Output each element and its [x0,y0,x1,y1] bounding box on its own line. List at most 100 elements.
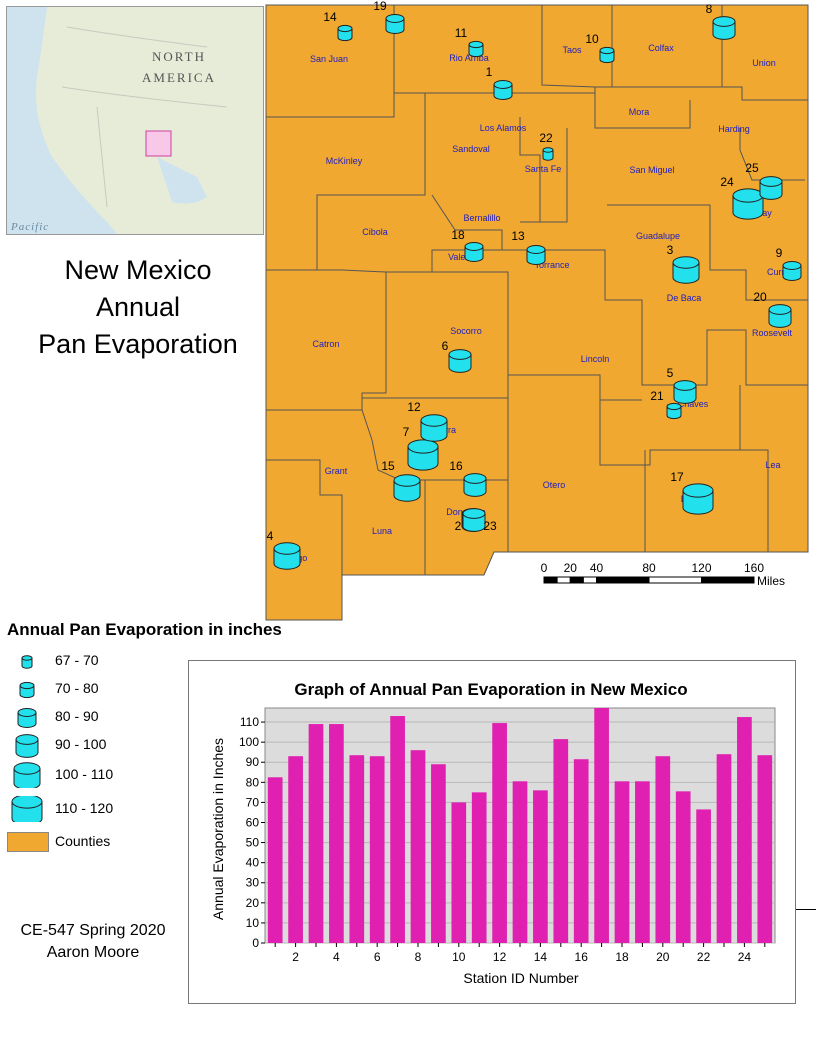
legend: Annual Pan Evaporation in inches 67 - 70… [7,620,337,860]
county-label-otero: Otero [543,480,566,490]
station-symbol-9 [782,261,802,281]
y-tick-label-50: 50 [246,836,260,850]
county-label-union: Union [752,58,776,68]
station-label-10: 10 [585,32,599,46]
station-label-13: 13 [511,229,525,243]
legend-label: 80 - 90 [55,708,99,724]
cylinder-xs-icon [21,655,33,669]
station-symbol-4 [273,542,301,570]
map-title-line1: New Mexico [64,255,212,285]
station-symbol-14 [337,24,353,42]
bar-station-14 [533,790,548,943]
y-tick-label-20: 20 [246,896,260,910]
county-label-luna: Luna [372,526,392,536]
scale-bar-segment [648,576,702,584]
station-symbol-24 [732,188,764,220]
map-title: New Mexico Annual Pan Evaporation [0,252,276,363]
station-label-19: 19 [373,0,387,13]
evaporation-chart: Graph of Annual Pan Evaporation in New M… [188,660,796,1004]
station-label-16: 16 [449,459,463,473]
station-label-17: 17 [670,470,684,484]
separator-line [795,909,816,910]
x-tick-label-22: 22 [697,950,711,964]
station-symbol-15 [393,474,421,502]
y-tick-label-110: 110 [240,715,259,729]
bar-station-8 [410,750,426,943]
bar-station-10 [451,802,467,943]
new-mexico-map: San Juan Rio Arriba Taos Colfax Union Mora Har… [265,0,809,621]
map-title-line2: Annual [95,292,181,322]
station-symbol-17 [682,483,714,515]
legend-title: Annual Pan Evaporation in inches [7,620,282,639]
y-tick-label-60: 60 [246,815,260,829]
bar-station-3 [308,724,324,943]
bars [267,708,773,943]
bar-station-23 [716,754,732,943]
legend-cylinder [15,734,39,758]
x-tick-label-18: 18 [615,950,629,964]
inset-new-mexico-highlight [145,130,172,157]
station-symbol-5 [673,380,697,404]
county-label-los-alamos: Los Alamos [480,123,527,133]
station-label-22: 22 [539,131,553,145]
station-label-25: 25 [745,161,759,175]
station-label-2: 2 [455,519,462,533]
y-tick-labels: 0 10 20 30 40 50 60 70 80 90 100 110 [239,715,265,950]
station-symbol-3 [672,256,700,284]
bar-station-6 [369,756,385,943]
y-tick-label-90: 90 [246,755,260,769]
scale-bar-tick-0: 0 [541,561,548,575]
county-label-roosevelt: Roosevelt [752,328,793,338]
county-label-guadalupe: Guadalupe [636,231,680,241]
legend-cylinder [11,796,43,822]
cylinder-xl-icon [13,762,41,788]
county-label-cibola: Cibola [362,227,388,237]
scale-bar-tick-120: 120 [691,561,711,575]
county-label-sandoval: Sandoval [452,144,490,154]
scale-bar-unit: Miles [757,574,785,588]
x-tick-label-24: 24 [738,950,752,964]
station-symbol-25 [759,176,783,200]
inset-locator-map: NORTH AMERICA Pacific [6,6,264,235]
bar-station-20 [655,756,671,943]
y-tick-label-100: 100 [239,735,259,749]
x-tick-label-14: 14 [534,950,548,964]
scale-bar-segment [556,576,571,584]
y-tick-label-80: 80 [246,775,260,789]
station-label-5: 5 [667,366,674,380]
legend-cylinder [21,655,33,669]
station-label-12: 12 [407,400,421,414]
bar-station-2 [288,756,303,943]
scale-bar-segment [701,576,755,584]
cylinder-s-icon [19,681,35,699]
legend-label: 67 - 70 [55,652,99,668]
bar-station-1 [267,777,283,943]
legend-cylinder [19,681,35,699]
inset-label-pacific: Pacific [10,221,49,233]
inset-map-svg: NORTH AMERICA Pacific [7,7,263,234]
bar-station-4 [329,724,344,943]
station-symbol-7 [407,439,439,471]
legend-cylinder [13,762,41,788]
new-mexico-state [265,4,809,621]
county-borders [266,5,808,575]
station-label-20: 20 [753,290,767,304]
bar-station-7 [390,716,405,943]
chart-svg: Graph of Annual Pan Evaporation in New M… [210,680,776,986]
station-symbol-8 [712,16,736,40]
cylinder-l-icon [15,734,39,758]
station-symbol-1 [493,80,513,100]
bar-station-11 [471,792,487,943]
bar-station-25 [757,755,773,943]
bar-station-19 [635,781,650,943]
county-label-colfax: Colfax [648,43,674,53]
station-label-21: 21 [650,389,664,403]
y-tick-label-40: 40 [246,856,260,870]
legend-label: 110 - 120 [55,800,114,816]
x-tick-label-20: 20 [656,950,670,964]
county-label-santa-fe: Santa Fe [525,164,562,174]
bar-station-13 [512,781,528,943]
credit-line1: CE-547 Spring 2020 [20,922,166,939]
county-label-de-baca: De Baca [667,293,702,303]
y-tick-label-30: 30 [246,876,260,890]
